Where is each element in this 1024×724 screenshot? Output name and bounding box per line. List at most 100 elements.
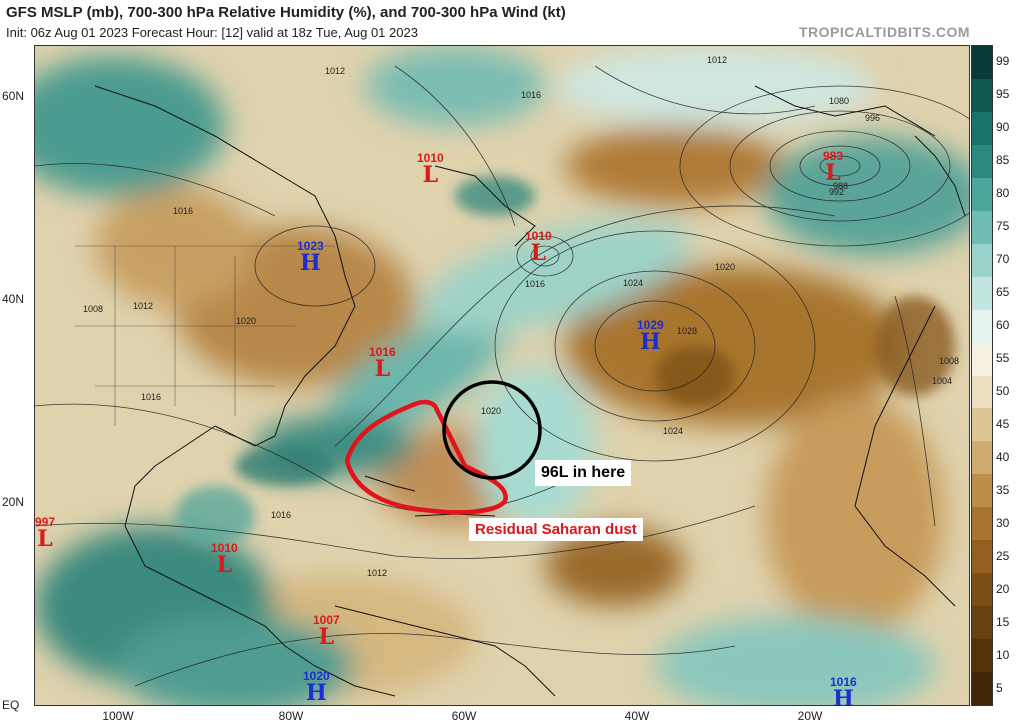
lat-label: 60N <box>2 89 25 103</box>
isobar-label: 1024 <box>623 278 643 288</box>
colorbar-label: 15 <box>996 614 1010 629</box>
isobar-label: 1016 <box>141 392 161 402</box>
pressure-value: 1007 <box>313 613 340 627</box>
lon-label: 80W <box>278 709 304 723</box>
isobar-label: 1020 <box>715 262 735 272</box>
system-letter: L <box>318 624 335 650</box>
low-pressure-marker: 1010 L <box>211 542 238 576</box>
storm-annotation: 96L in here <box>535 460 632 486</box>
pressure-value: 1029 <box>637 318 664 332</box>
pressure-value: 1010 <box>211 541 238 555</box>
isobar-label: 992 <box>829 187 844 197</box>
isobar-label: 1012 <box>133 301 153 311</box>
colorbar-segment <box>972 606 992 640</box>
isobar-label: 1008 <box>83 304 103 314</box>
lat-label: 20N <box>2 495 25 509</box>
system-letter: L <box>374 356 391 382</box>
lat-label: 40N <box>2 292 25 306</box>
colorbar-segment <box>972 573 992 607</box>
isobar-label: 1012 <box>325 66 345 76</box>
colorbar-segment <box>972 243 992 278</box>
system-letter: H <box>299 250 321 276</box>
system-letter: L <box>422 162 439 188</box>
colorbar-label: 65 <box>996 285 1010 300</box>
colorbar-segment <box>972 210 992 245</box>
colorbar-label: 45 <box>996 416 1010 431</box>
colorbar-label: 30 <box>996 515 1010 530</box>
isobar-label: 1008 <box>939 356 959 366</box>
pressure-value: 1010 <box>525 229 552 243</box>
isobar-label: 1024 <box>663 426 683 436</box>
subtitle: Init: 06z Aug 01 2023 Forecast Hour: [12… <box>6 25 418 40</box>
colorbar-label: 5 <box>996 680 1003 695</box>
dust-annotation: Residual Saharan dust <box>469 518 643 541</box>
colorbar-segment <box>972 441 992 475</box>
isobars <box>35 65 969 687</box>
colorbar-segment <box>972 46 992 80</box>
colorbar-segment <box>972 672 992 706</box>
colorbar-segment <box>972 375 992 409</box>
isobar-labels: 1012 1016 1020 1024 1028 1008 1004 996 1… <box>83 55 959 578</box>
system-letter: L <box>37 526 53 552</box>
lon-label: 40W <box>624 709 650 723</box>
colorbar-label: 10 <box>996 647 1010 662</box>
system-letter: L <box>216 552 233 578</box>
isobar-label: 1004 <box>932 376 952 386</box>
isobar-label: 1028 <box>677 326 697 336</box>
pressure-value: 1020 <box>303 669 330 683</box>
map-canvas: 1012 1016 1020 1024 1028 1008 1004 996 1… <box>35 46 969 705</box>
colorbar-label: 55 <box>996 351 1010 366</box>
isobar-label: 1016 <box>271 510 291 520</box>
borders <box>75 245 335 426</box>
isobar-label: 1016 <box>525 279 545 289</box>
isobar-label: 1012 <box>707 55 727 65</box>
isobar-label: 988 <box>833 181 848 191</box>
system-letter: H <box>305 680 327 706</box>
colorbar-segment <box>972 342 992 376</box>
pressure-value: 1023 <box>297 239 324 253</box>
coastlines <box>94 85 966 697</box>
high-pressure-marker: 1029 H <box>637 319 664 353</box>
colorbar-segment <box>972 408 992 442</box>
pressure-value: 1016 <box>369 345 396 359</box>
colorbar <box>971 45 993 706</box>
colorbar-label: 90 <box>996 120 1010 135</box>
colorbar-label: 70 <box>996 252 1010 267</box>
colorbar-label: 50 <box>996 383 1010 398</box>
isobar-label: 1016 <box>521 90 541 100</box>
colorbar-segment <box>972 144 992 179</box>
colorbar-label: 25 <box>996 548 1010 563</box>
colorbar-segment <box>972 111 992 146</box>
pressure-value: 997 <box>35 515 56 529</box>
isobar-label: 996 <box>865 113 880 123</box>
system-letter: H <box>832 686 854 706</box>
colorbar-label: 99 <box>996 54 1010 69</box>
isobar-label: 1080 <box>829 96 849 106</box>
low-pressure-marker: 1016 L <box>369 346 396 380</box>
low-pressure-marker: 997 L <box>35 516 55 550</box>
low-pressure-marker: 983 L <box>823 150 843 184</box>
colorbar-segment <box>972 474 992 508</box>
colorbar-label: 75 <box>996 219 1010 234</box>
pressure-value: 1016 <box>830 675 857 689</box>
colorbar-label: 40 <box>996 449 1010 464</box>
colorbar-segment <box>972 639 992 673</box>
colorbar-segment <box>972 309 992 344</box>
colorbar-segment <box>972 540 992 574</box>
brand: TROPICALTIDBITS.COM <box>798 24 970 40</box>
high-pressure-marker: 1016 H <box>830 675 857 706</box>
lon-label: 20W <box>797 709 823 723</box>
humidity-detail <box>175 176 955 546</box>
colorbar-segment <box>972 177 992 212</box>
title: GFS MSLP (mb), 700-300 hPa Relative Humi… <box>6 4 566 21</box>
colorbar-label: 20 <box>996 581 1010 596</box>
humidity-field <box>35 46 969 705</box>
colorbar-label: 85 <box>996 153 1010 168</box>
isobar-label: 1012 <box>367 568 387 578</box>
colorbar-segment <box>972 507 992 541</box>
pressure-value: 983 <box>823 149 844 163</box>
system-letter: H <box>639 329 661 355</box>
colorbar-label: 60 <box>996 318 1010 333</box>
weather-map: 1012 1016 1020 1024 1028 1008 1004 996 1… <box>34 45 970 706</box>
storm-circle <box>442 380 542 480</box>
